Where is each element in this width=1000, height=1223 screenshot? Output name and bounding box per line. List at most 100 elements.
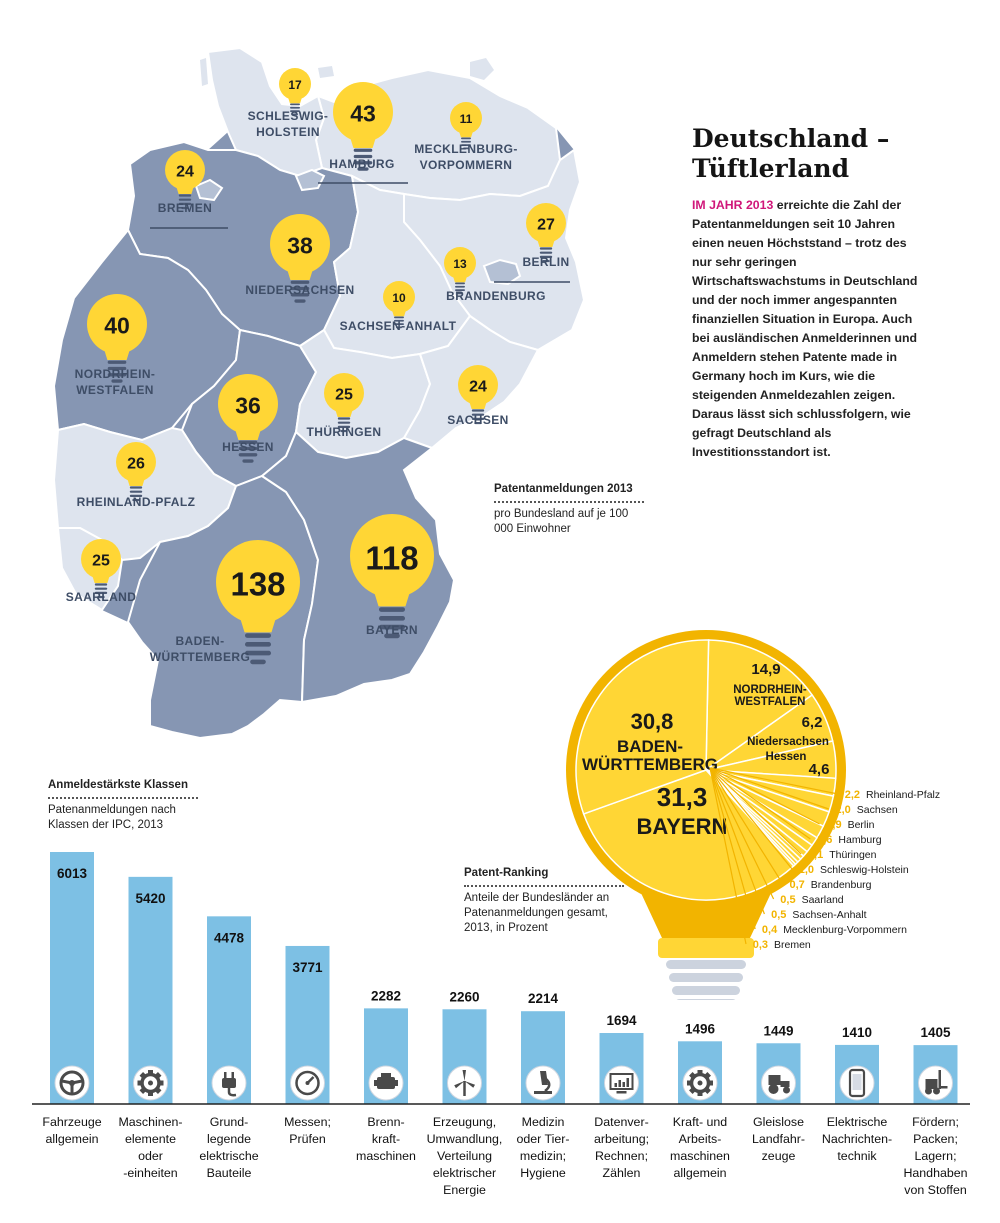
pie-caption-title: Patent-Ranking [464,866,624,887]
bulb-glass [324,373,364,413]
bulb-glass [444,247,476,279]
map-state-label: MECKLENBURG-VORPOMMERN [414,142,517,172]
map-value: 13 [453,257,467,271]
bulb-tip [463,147,469,150]
pie-small-label-sachsen-anhalt: Sachsen-Anhalt [792,909,866,921]
bulb-glass [81,539,121,579]
bar-value: 1496 [685,1021,716,1036]
pie-small-value-saarland: 0,5 [780,894,795,906]
bulb-base-ring [94,587,108,590]
bar-group: 4478 [207,916,251,1104]
map-bulb-baden-württemberg: 138 [216,540,300,665]
pie-leader-line [709,767,747,945]
map-bulb-bayern: 118 [350,514,434,639]
map-bulb-saarland: 25 [81,539,121,599]
bar-category-label: Messen; Prüfen [284,1115,331,1146]
germany-map: 17 43 11 24 27 38 13 10 40 24 36 25 26 25 138 118 SCHLE… [52,46,586,740]
bulb-base-ring [353,161,373,165]
map-caption-title: Patentanmeldungen 2013 [494,482,644,503]
bulb-base-ring [471,409,485,412]
pie-value-hessen: 4,6 [809,761,830,778]
map-state-label: HAMBURG [329,157,394,171]
bar-category-label: Elektrische Nachrichten- technik [821,1115,893,1163]
bulb-tip [384,633,400,639]
map-bulb-niedersachsen: 38 [270,214,330,303]
bulb-base-ring [94,583,108,586]
region-hamburg [294,168,326,192]
map-bulb-thüringen: 25 [324,373,364,433]
bulb-base-ring [394,323,404,325]
bulb-tip [457,292,463,295]
pie-leader-line [709,767,756,930]
bulb-tip [294,299,306,303]
map-bulb-rheinland-pfalz: 26 [116,442,156,502]
bar-group: 2260 [442,989,487,1104]
map-value: 40 [104,313,130,339]
bulb-base-ring [461,140,471,143]
intro-lead: IM JAHR 2013 [692,198,774,212]
bar-category-label: Erzeugung, Umwandlung, Verteilung elektr… [426,1115,503,1197]
bulb-tip [357,167,369,171]
pie-small-label-schleswig-holstein: Schleswig-Holstein [820,864,909,876]
map-bulb-berlin: 27 [526,203,566,263]
bulb-base-ring [337,421,351,424]
bulb-base-ring [378,616,406,621]
bulb-base-ring [129,494,143,497]
cogwheel-icon [682,1065,718,1101]
island-sylt [200,58,208,86]
bulb-base-ring [290,286,310,291]
pie-slice-nordrhein-westfalen [705,639,814,772]
bulb-base-ring [238,446,258,451]
map-value: 43 [350,101,376,127]
pie-leader-line [709,767,775,900]
bulb-glass [165,150,205,190]
pie-leader-line [709,767,802,855]
bar-value: 1410 [842,1025,872,1040]
bulb-base-ring [290,106,300,109]
pie-small-label-bremen: Bremen [774,939,811,951]
map-state-label: NIEDERSACHSEN [245,283,354,297]
bulb-base-ring [378,607,406,612]
bar-value: 2282 [371,988,401,1003]
pie-slices [575,639,837,901]
map-state-label: BRANDENBURG [446,289,546,303]
bar-value: 3771 [292,960,323,975]
steering-wheel-icon [54,1065,90,1101]
bulb-base-ring [107,366,127,371]
pie-slice-bayern [582,769,795,901]
bulb-glass [218,374,278,434]
map-state-label: BADEN-WÜRTTEMBERG [150,634,250,664]
island-fehmarn [318,66,334,78]
pie-small-label-brandenburg: Brandenburg [811,879,872,891]
bulb-base-ring [238,440,258,444]
bar-group: 1405 [913,1025,958,1104]
tractor-icon [761,1065,796,1101]
map-state-label: SACHSEN [447,413,508,427]
pie-bulb-collar [658,938,754,958]
pie-small-value-schleswig-holstein: 1,0 [799,864,814,876]
bulb-base-ring [394,319,404,322]
map-state-label: NORDRHEIN-WESTFALEN [75,367,156,397]
bulb-base-ring [378,624,406,630]
bulb-base-ring [107,373,127,377]
island-ruegen [470,58,494,80]
page-title: Deutschland – Tüftlerland [692,124,890,183]
map-value: 27 [537,216,555,233]
map-bulb-hamburg: 43 [333,82,393,171]
bulb-base-ring [94,591,108,594]
pie-bulb-base-ring [672,986,740,995]
bar-group: 5420 [128,876,173,1104]
bar-group: 1694 [599,1013,644,1104]
pie-bulb-base-ring [669,973,743,982]
bar-group: 1496 [678,1021,722,1104]
bulb-glass [350,514,434,598]
bulb-base-ring [471,413,485,416]
map-value: 118 [365,539,418,576]
plug-icon [211,1065,247,1101]
pie-value-nordrhein-westfalen: 14,9 [751,661,780,678]
bulb-tip [181,206,189,210]
bulb-base-ring [238,453,258,457]
bulb-base-ring [244,650,272,656]
